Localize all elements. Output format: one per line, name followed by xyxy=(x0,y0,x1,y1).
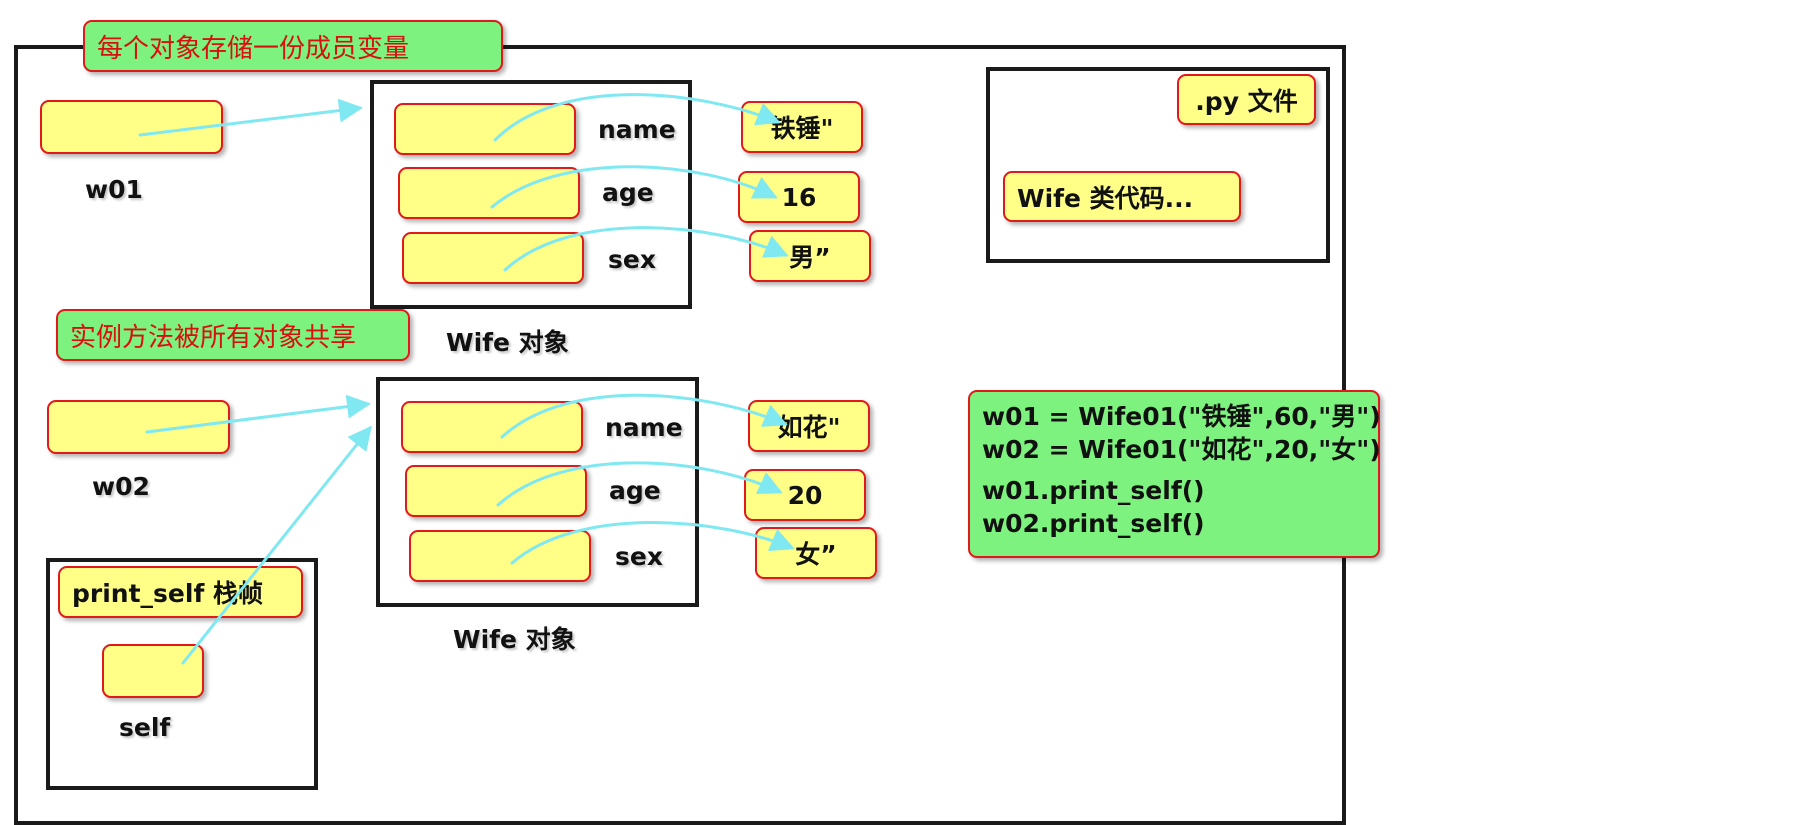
w02-label: w02 xyxy=(92,472,150,501)
py-file-label: .py 文件 xyxy=(1177,74,1316,125)
object1-age-arrow xyxy=(490,165,778,209)
self-variable-box xyxy=(102,644,204,698)
object2-caption: Wife 对象 xyxy=(453,625,576,654)
object2-age-arrow xyxy=(496,461,783,507)
w01-variable-box xyxy=(40,100,223,154)
object2-name-arrow xyxy=(500,393,788,439)
reference-arrows xyxy=(138,93,795,665)
object1-sex-label: sex xyxy=(608,245,656,274)
note-methods-shared: 实例方法被所有对象共享 xyxy=(56,309,410,361)
object1-age-slot xyxy=(398,167,580,219)
object2-sex-label: sex xyxy=(615,542,663,571)
w02-ref-arrow xyxy=(145,394,371,434)
object2-sex-arrow xyxy=(510,521,795,565)
object2-sex-value: 女” xyxy=(755,527,877,579)
object1-age-value: 16 xyxy=(738,171,860,223)
py-file-frame xyxy=(986,67,1330,263)
w02-variable-box xyxy=(47,400,230,454)
object2-name-label: name xyxy=(605,413,683,442)
object2-sex-slot xyxy=(409,530,591,582)
code-box: w01 = Wife01("铁锤",60,"男") w02 = Wife01("… xyxy=(968,390,1381,558)
object1-name-label: name xyxy=(598,115,676,144)
wife-class-code-box: Wife 类代码... xyxy=(1003,171,1241,222)
object1-name-slot xyxy=(394,103,576,155)
wife-object-2 xyxy=(376,377,699,607)
w01-label: w01 xyxy=(85,175,143,204)
code-line-3: w01.print_self() xyxy=(982,476,1205,505)
note-per-object-storage: 每个对象存储一份成员变量 xyxy=(83,20,503,72)
object1-name-value: 铁锤" xyxy=(741,101,863,153)
self-label: self xyxy=(119,713,171,742)
w01-ref-arrow xyxy=(138,98,363,137)
stack-frame xyxy=(46,558,318,790)
object2-age-value: 20 xyxy=(744,469,866,521)
object1-age-label: age xyxy=(602,178,654,207)
wife-object-1 xyxy=(370,80,692,309)
code-line-4: w02.print_self() xyxy=(982,509,1205,538)
object1-caption: Wife 对象 xyxy=(446,328,569,357)
object1-sex-arrow xyxy=(503,226,789,272)
self-ref-arrow xyxy=(181,425,372,665)
object1-name-arrow xyxy=(493,93,781,142)
object2-name-slot xyxy=(401,401,583,453)
code-line-2: w02 = Wife01("如花",20,"女") xyxy=(982,435,1381,464)
object2-age-label: age xyxy=(609,476,661,505)
code-line-1: w01 = Wife01("铁锤",60,"男") xyxy=(982,402,1381,431)
